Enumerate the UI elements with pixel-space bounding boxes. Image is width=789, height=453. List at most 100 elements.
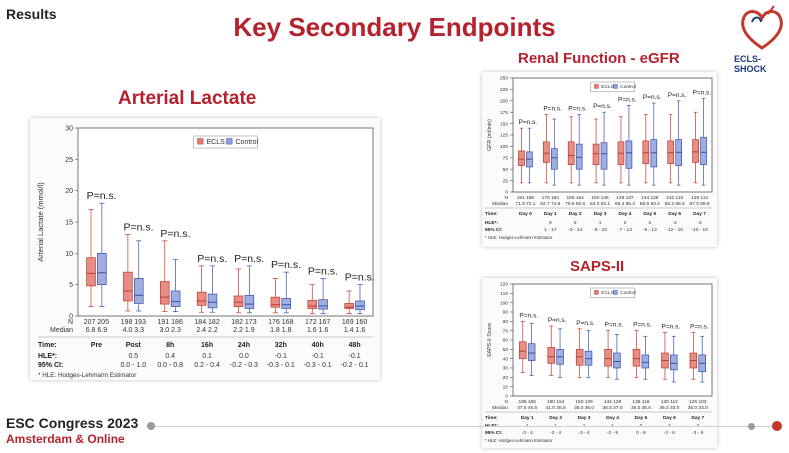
n-value: 132 115 xyxy=(666,195,683,201)
y-axis-label: GFR (ml/min) xyxy=(487,119,493,151)
box-ecls xyxy=(519,341,527,360)
median-value: 85.2 88.6 xyxy=(665,201,685,207)
hle-value: 5 xyxy=(574,220,577,226)
y-tick-label: 0 xyxy=(69,313,73,320)
median-value: 36.0 36.5 xyxy=(631,405,651,411)
congress-title: ESC Congress 2023 xyxy=(6,415,139,431)
box-control xyxy=(575,143,583,170)
p-value-label: P=n.s. xyxy=(234,253,264,265)
p-value-label: P=n.s. xyxy=(605,322,624,329)
row-label-median: Median xyxy=(492,201,508,207)
p-value-label: P=n.s. xyxy=(693,90,712,97)
y-tick-label: 225 xyxy=(500,87,508,93)
legend-box xyxy=(590,287,635,299)
n-value: 165 164 xyxy=(567,195,585,201)
ci-value: -12 - 10 xyxy=(666,227,683,233)
time-label: 8h xyxy=(166,342,174,349)
ci-value: -2 - 4 xyxy=(550,430,562,436)
p-value-label: P=n.s. xyxy=(197,253,227,265)
hle-value: 0.4 xyxy=(165,353,175,360)
box-control xyxy=(613,352,621,369)
median-value: 84.0 83.1 xyxy=(590,201,610,207)
p-value-label: P=n.s. xyxy=(568,105,587,112)
egfr-chart-panel: 0 25 50 75 100 125 150 175 200 225 250 GFR (ml/min)… xyxy=(482,72,717,247)
box-ecls xyxy=(344,303,354,309)
median-value: 79.8 80.6 xyxy=(565,201,585,207)
n-value: 160 146 xyxy=(591,195,609,201)
y-tick-label: 25 xyxy=(65,157,73,164)
y-tick-label: 10 xyxy=(65,251,73,258)
time-label: 32h xyxy=(275,342,287,349)
row-label-n: N xyxy=(505,195,509,201)
section-label: Results xyxy=(6,6,57,22)
box-control xyxy=(170,290,181,307)
saps-chart-panel: 0 10 20 30 40 50 60 70 80 90 100 110 120 SAPS-II Scor… xyxy=(482,278,717,448)
footnote: * HLE: Hodges-Lehmann Estimator xyxy=(485,438,553,443)
time-label: 16h xyxy=(201,342,213,349)
y-tick-label: 15 xyxy=(65,219,73,226)
p-value-label: P=n.s. xyxy=(618,96,637,103)
row-label-n: N xyxy=(505,399,509,405)
median-value: 38.0 36.0 xyxy=(574,405,594,411)
box-ecls xyxy=(692,139,699,163)
time-label: Day 0 xyxy=(519,211,532,217)
time-label: Post xyxy=(126,342,142,349)
box-ecls xyxy=(307,299,318,309)
lactate-chart-title: Arterial Lactate xyxy=(118,88,257,109)
legend-swatch-ecls xyxy=(594,84,599,89)
n-value: 138 118 xyxy=(632,399,649,405)
legend-label-ecls: ECLS xyxy=(207,139,226,146)
y-tick-label: 120 xyxy=(500,282,508,288)
time-label: 48h xyxy=(349,342,361,349)
legend-box xyxy=(193,135,258,149)
time-label: Day 4 xyxy=(606,415,619,421)
y-tick-label: 40 xyxy=(503,356,509,362)
y-tick-label: 25 xyxy=(503,178,509,184)
y-tick-label: 20 xyxy=(65,188,73,195)
row-label-time: Time: xyxy=(38,342,57,349)
n-value: 198 193 xyxy=(121,319,146,326)
median-value: 47.5 45.5 xyxy=(517,405,537,411)
hle-value: 2 xyxy=(648,220,651,226)
y-tick-label: 60 xyxy=(503,338,509,344)
box-ecls xyxy=(159,281,170,305)
y-tick-label: 0 xyxy=(505,394,508,400)
box-ecls xyxy=(632,348,641,367)
time-label: 24h xyxy=(238,342,250,349)
hle-value: 1 xyxy=(599,220,602,226)
ci-value: -9 - 13 xyxy=(643,227,657,233)
median-value: 1.4 1.6 xyxy=(344,327,366,334)
box-ecls xyxy=(592,143,600,165)
hle-value: -2 xyxy=(673,220,678,226)
n-value: 149 137 xyxy=(616,195,634,201)
box-ecls xyxy=(604,348,612,367)
ecls-shock-logo xyxy=(734,2,789,66)
n-value: 191 186 xyxy=(517,195,535,201)
median-value: 86.4 85.3 xyxy=(615,201,635,207)
median-value: 71.8 72.1 xyxy=(515,201,535,207)
footer-dot-left xyxy=(147,422,155,430)
n-value: 176 164 xyxy=(542,195,560,201)
row-label-hle: HLE*: xyxy=(38,353,57,360)
time-label: Day 6 xyxy=(668,211,681,217)
box-ecls xyxy=(270,296,281,308)
y-tick-label: 110 xyxy=(500,291,508,297)
y-tick-label: 200 xyxy=(500,98,508,104)
y-tick-label: 75 xyxy=(503,155,509,161)
median-value: 1.6 1.6 xyxy=(307,327,329,334)
n-value: 182 173 xyxy=(231,319,256,326)
n-value: 176 168 xyxy=(268,319,293,326)
y-tick-label: 0 xyxy=(505,190,508,196)
lactate-chart: 0 5 10 15 20 25 30 Arterial Lactate (mmol/l) ECL… xyxy=(36,125,375,379)
y-tick-label: 250 xyxy=(500,76,508,82)
p-value-label: P=n.s. xyxy=(593,103,612,110)
n-value: 172 167 xyxy=(305,319,330,326)
y-axis-label: Arterial Lactate (mmol/l) xyxy=(36,182,45,262)
median-value: 36.5 37.0 xyxy=(602,405,622,411)
median-value: 2.2 1.9 xyxy=(233,327,255,334)
median-value: 4.0 3.3 xyxy=(123,327,145,334)
y-tick-label: 175 xyxy=(500,110,508,116)
row-label-ci: 95% CI: xyxy=(38,362,63,369)
hle-value: 9 xyxy=(549,220,552,226)
y-tick-label: 80 xyxy=(503,319,509,325)
